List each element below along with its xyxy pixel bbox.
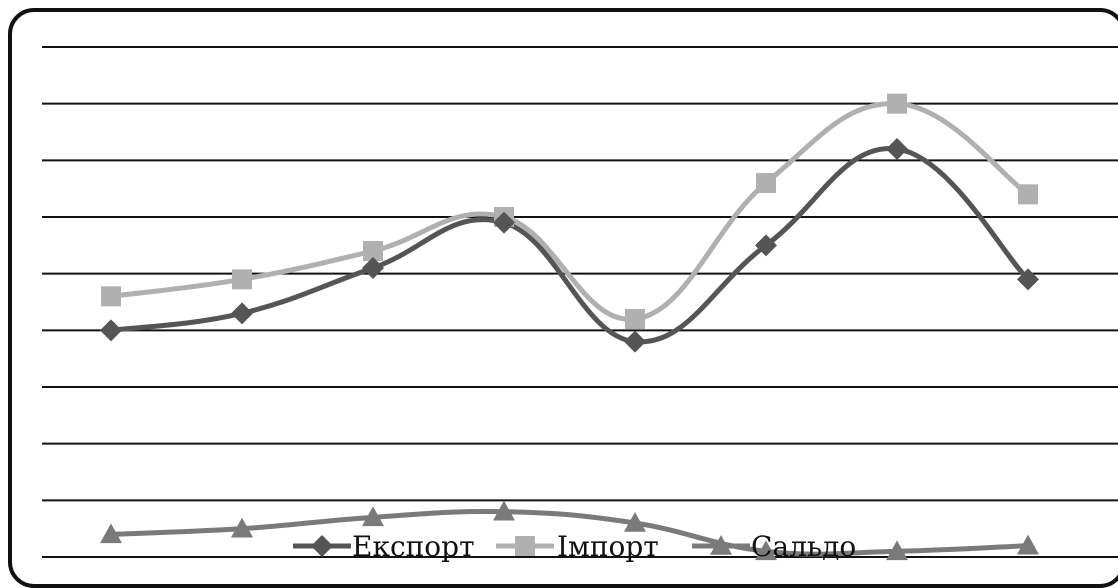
diamond-marker [1017, 268, 1039, 291]
legend-label: Експорт [352, 530, 475, 563]
legend-label: Імпорт [557, 530, 659, 563]
triangle-marker [362, 506, 384, 527]
triangle-marker [886, 540, 908, 561]
square-marker [515, 536, 535, 556]
triangle-marker [100, 523, 122, 544]
diamond-marker [493, 211, 515, 234]
diamond-marker [231, 302, 253, 325]
square-marker [625, 309, 645, 329]
diamond-marker [311, 535, 333, 557]
legend: Експорт Імпорт Сальдо [293, 530, 856, 563]
triangle-marker [624, 512, 646, 532]
square-marker [363, 241, 383, 261]
diamond-marker [100, 319, 122, 342]
square-marker [756, 173, 776, 193]
series-line-2 [108, 101, 1031, 322]
triangle-marker [1017, 534, 1039, 555]
legend-item: Імпорт [496, 530, 659, 563]
diamond-marker [755, 234, 777, 257]
triangle-marker [231, 517, 253, 538]
triangle-marker [710, 535, 732, 555]
series-markers [100, 93, 1039, 561]
square-marker [101, 286, 121, 307]
square-marker [887, 93, 907, 114]
diamond-marker [886, 138, 908, 160]
series-line-3 [108, 508, 1031, 557]
diamond-marker [624, 330, 646, 353]
diamond-marker [362, 257, 384, 279]
legend-item: Сальдо [692, 530, 856, 563]
gridlines [42, 46, 1118, 558]
triangle-marker [493, 500, 515, 521]
legend-item: Експорт [293, 530, 475, 563]
legend-label: Сальдо [751, 530, 856, 563]
square-marker [232, 269, 252, 290]
square-marker [1018, 184, 1038, 205]
triangle-marker [755, 540, 777, 561]
series-lines [108, 101, 1031, 557]
